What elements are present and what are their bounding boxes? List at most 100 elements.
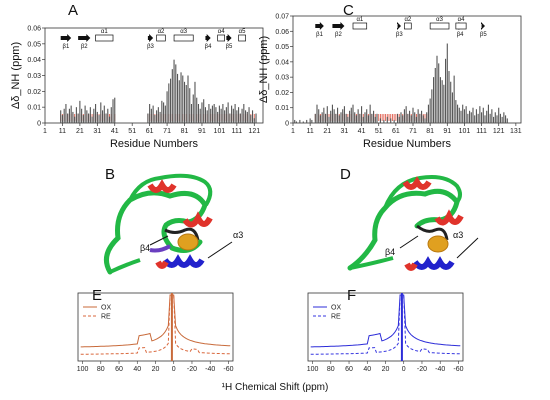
protein-structure-d (347, 175, 479, 271)
bar (450, 81, 452, 123)
bar (481, 112, 483, 123)
label-beta4-b: β4 (140, 243, 151, 253)
x-tick-label: 31 (341, 128, 349, 135)
x-tick-label: 40 (363, 366, 371, 373)
bar (248, 107, 250, 123)
bar (335, 113, 337, 123)
bar (253, 118, 255, 123)
x-tick-label: -40 (435, 366, 445, 373)
bar (414, 112, 416, 123)
x-tick-label: 60 (345, 366, 353, 373)
bar (333, 109, 335, 123)
bar (199, 108, 201, 123)
bar (218, 105, 220, 123)
bar (206, 110, 208, 123)
structure-label: β1 (63, 44, 70, 50)
bar (366, 109, 368, 123)
x-tick-label: 91 (443, 128, 451, 135)
helix-box (352, 22, 368, 30)
label-alpha3-d: α3 (453, 230, 464, 240)
bar (229, 113, 231, 123)
bar (369, 104, 371, 123)
bar (149, 104, 151, 123)
x-tick-label: 21 (76, 128, 84, 135)
bar (147, 113, 149, 123)
bar (239, 113, 241, 123)
plot-frame (44, 27, 264, 124)
bar (170, 78, 172, 123)
x-tick-label: 80 (97, 366, 105, 373)
bar (431, 89, 433, 123)
bar (65, 104, 67, 123)
label-alpha3-b: α3 (233, 230, 244, 240)
bar (491, 109, 493, 123)
bar (95, 104, 97, 123)
bar (345, 113, 347, 123)
bar (486, 110, 488, 123)
arrow-alpha3-b (207, 241, 233, 259)
bar (393, 119, 395, 123)
bar (421, 110, 423, 123)
bar (180, 72, 182, 123)
x-tick-label: 41 (358, 128, 366, 135)
bar (63, 108, 65, 123)
bar (505, 115, 507, 123)
bar (232, 108, 234, 123)
structure-label: α4 (218, 29, 225, 35)
structure-label: α3 (436, 17, 443, 23)
bar (112, 99, 114, 123)
structure-label: α2 (158, 29, 165, 35)
strand-arrow (226, 34, 232, 42)
x-tick-label: 101 (459, 128, 471, 135)
bar (462, 104, 464, 123)
x-tick-label: 131 (510, 128, 522, 135)
bar (427, 104, 429, 123)
bar (70, 105, 72, 123)
panel-label-b: B (105, 166, 116, 183)
spectrum-line-re (80, 294, 231, 355)
bar (245, 110, 247, 123)
bar (178, 80, 180, 123)
bar (357, 109, 359, 123)
bar (503, 112, 505, 123)
bar (347, 116, 349, 123)
bar (176, 73, 179, 123)
bar (238, 107, 240, 123)
bar (446, 43, 448, 124)
bar (352, 104, 354, 123)
structure-label: β2 (81, 44, 88, 50)
bar (463, 109, 465, 123)
bar (328, 116, 330, 123)
bar (376, 113, 378, 123)
bar (409, 110, 411, 123)
x-axis-title: Residue Numbers (363, 138, 452, 150)
x-axis-title: Residue Numbers (110, 138, 199, 150)
bar (383, 119, 385, 123)
structure-label: β5 (226, 44, 233, 50)
bar (412, 107, 414, 123)
bar (217, 111, 219, 123)
bar (189, 88, 191, 123)
bar (102, 110, 104, 123)
x-tick-label: 40 (133, 366, 141, 373)
ribbon-green-d-2 (383, 175, 462, 209)
strand-arrow (60, 34, 72, 42)
structure-label: β3 (396, 32, 403, 38)
x-tick-label: -20 (187, 366, 197, 373)
panel-label-a: A (68, 2, 79, 19)
x-tick-label: 11 (307, 128, 314, 135)
bar (451, 92, 453, 123)
bar (234, 104, 236, 123)
bar (311, 119, 313, 123)
helix-red-d-3 (404, 262, 418, 271)
bar (453, 75, 455, 123)
y-tick-label: 0 (285, 121, 289, 128)
strand-arrow (78, 34, 91, 42)
bar (243, 104, 245, 123)
bar (367, 115, 369, 123)
legend-label-ox: OX (331, 305, 341, 312)
y-tick-label: 0.07 (275, 14, 289, 21)
legend-label-re: RE (331, 314, 341, 321)
helix-red-d-2 (434, 209, 464, 226)
